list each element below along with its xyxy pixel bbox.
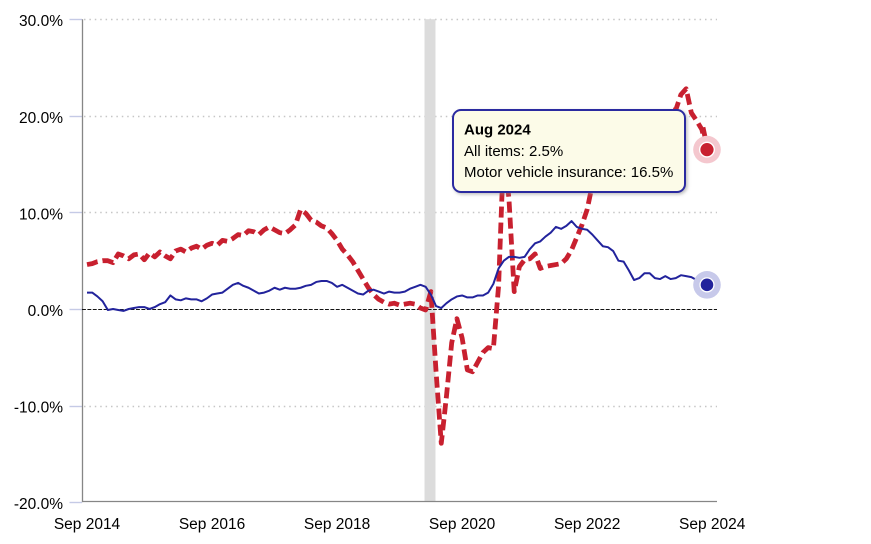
svg-text:30.0%: 30.0%	[19, 13, 63, 30]
svg-text:-20.0%: -20.0%	[14, 496, 63, 513]
svg-text:-10.0%: -10.0%	[14, 400, 63, 417]
svg-text:Sep 2014: Sep 2014	[54, 516, 121, 533]
svg-text:10.0%: 10.0%	[19, 206, 63, 223]
svg-text:Sep 2016: Sep 2016	[179, 516, 245, 533]
svg-text:Motor vehicle insurance: 16.5%: Motor vehicle insurance: 16.5%	[464, 164, 673, 181]
svg-text:Sep 2024: Sep 2024	[679, 516, 746, 533]
svg-text:All items: 2.5%: All items: 2.5%	[464, 143, 563, 160]
svg-text:20.0%: 20.0%	[19, 110, 63, 127]
svg-text:Sep 2018: Sep 2018	[304, 516, 370, 533]
svg-text:Sep 2020: Sep 2020	[429, 516, 496, 533]
svg-text:Sep 2022: Sep 2022	[554, 516, 620, 533]
svg-text:0.0%: 0.0%	[28, 303, 64, 320]
svg-text:Aug 2024: Aug 2024	[464, 122, 531, 139]
